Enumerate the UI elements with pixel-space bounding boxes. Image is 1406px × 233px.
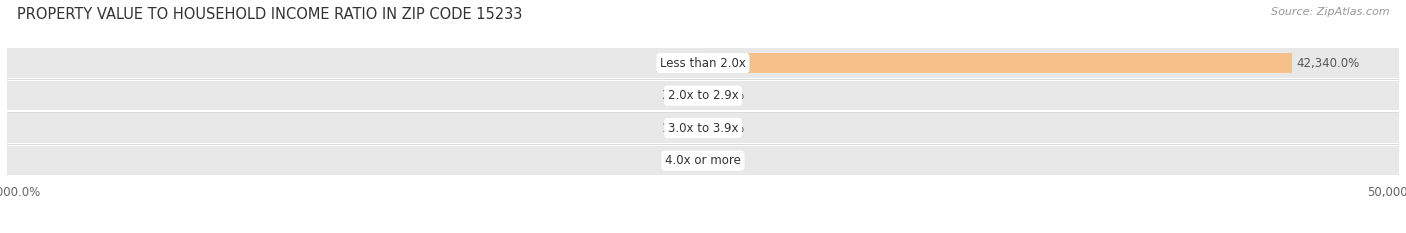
Text: PROPERTY VALUE TO HOUSEHOLD INCOME RATIO IN ZIP CODE 15233: PROPERTY VALUE TO HOUSEHOLD INCOME RATIO… <box>17 7 522 22</box>
Text: 43.7%: 43.7% <box>707 89 745 102</box>
Text: 11.0%: 11.0% <box>661 122 699 135</box>
Text: 42,340.0%: 42,340.0% <box>1296 57 1360 70</box>
Text: 24.0%: 24.0% <box>707 122 745 135</box>
Bar <box>7 113 1399 143</box>
Text: 2.0x to 2.9x: 2.0x to 2.9x <box>668 89 738 102</box>
Bar <box>7 81 1399 110</box>
Bar <box>7 48 1399 78</box>
Text: Less than 2.0x: Less than 2.0x <box>659 57 747 70</box>
Bar <box>703 53 1292 73</box>
Text: 34.7%: 34.7% <box>661 89 699 102</box>
Text: 3.0x to 3.9x: 3.0x to 3.9x <box>668 122 738 135</box>
Text: 10.1%: 10.1% <box>707 154 745 167</box>
Text: 4.0x or more: 4.0x or more <box>665 154 741 167</box>
Text: Source: ZipAtlas.com: Source: ZipAtlas.com <box>1271 7 1389 17</box>
Text: 29.2%: 29.2% <box>661 154 699 167</box>
Text: 25.1%: 25.1% <box>661 57 699 70</box>
Bar <box>7 146 1399 175</box>
